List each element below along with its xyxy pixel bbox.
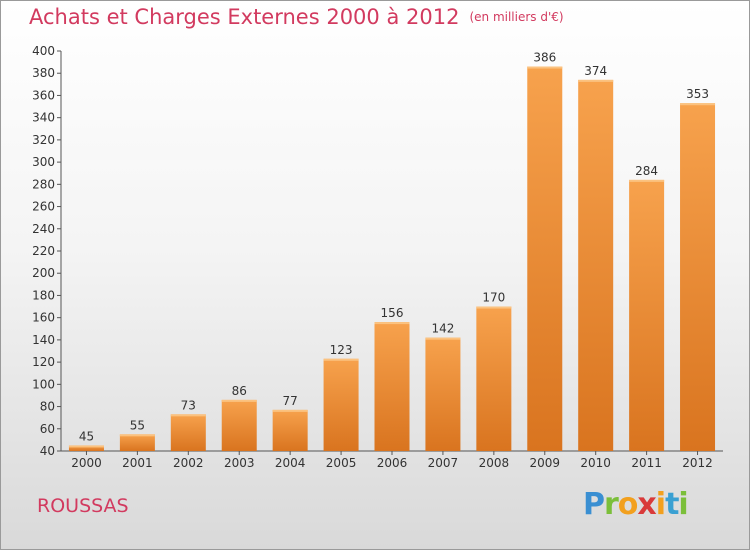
- bar-top-edge: [374, 322, 410, 325]
- y-tick-label: 100: [32, 377, 55, 391]
- y-tick-label: 60: [40, 422, 55, 436]
- x-tick-label-2002: 2002: [173, 456, 204, 470]
- bar-top-edge: [119, 434, 155, 437]
- data-label-2002: 73: [181, 398, 196, 412]
- bar-2001: [119, 434, 155, 451]
- bar-2004: [272, 409, 308, 451]
- bar-2012: [680, 103, 716, 451]
- chart-title: Achats et Charges Externes 2000 à 2012 (e…: [29, 5, 564, 29]
- x-tick-label-2008: 2008: [479, 456, 510, 470]
- bar-2002: [170, 414, 206, 451]
- data-label-2007: 142: [431, 322, 454, 336]
- x-tick-label-2004: 2004: [275, 456, 306, 470]
- x-tick-label-2005: 2005: [326, 456, 357, 470]
- bar-top-edge: [578, 79, 614, 82]
- bars: 45 55 73 86 77 123 156 142 170 386 374 284 353: [68, 51, 716, 452]
- bar-2007: [425, 337, 461, 451]
- y-tick-label: 220: [32, 244, 55, 258]
- bar-top-edge: [425, 337, 461, 340]
- y-tick-label: 380: [32, 66, 55, 80]
- bar-top-edge: [272, 409, 308, 412]
- y-tick-label: 160: [32, 311, 55, 325]
- data-label-2001: 55: [130, 418, 145, 432]
- data-label-2008: 170: [482, 291, 505, 305]
- x-tick-label-2000: 2000: [71, 456, 102, 470]
- x-tick-label-2006: 2006: [377, 456, 408, 470]
- data-label-2006: 156: [381, 306, 404, 320]
- bar-top-edge: [476, 306, 512, 309]
- x-tick-label-2001: 2001: [122, 456, 153, 470]
- x-tick-label-2010: 2010: [580, 456, 611, 470]
- y-tick-label: 80: [40, 400, 55, 414]
- bar-top-edge: [68, 445, 104, 448]
- bar-2005: [323, 358, 359, 451]
- x-tick-label-2003: 2003: [224, 456, 255, 470]
- bar-2003: [221, 399, 257, 451]
- data-label-2005: 123: [330, 343, 353, 357]
- axes: 40 60 80 100 120 140 160 180 200 220 240 260 280 300 3…: [32, 44, 723, 470]
- x-tick-label-2011: 2011: [631, 456, 662, 470]
- bar-top-edge: [527, 66, 563, 69]
- chart-unit: (en milliers d'€): [469, 10, 564, 24]
- y-tick-label: 180: [32, 288, 55, 302]
- data-label-2011: 284: [635, 164, 658, 178]
- proxiti-logo[interactable]: Proxiti: [583, 487, 689, 522]
- y-tick-label: 140: [32, 333, 55, 347]
- y-tick-label: 200: [32, 266, 55, 280]
- y-tick-label: 360: [32, 88, 55, 102]
- y-tick-label: 400: [32, 44, 55, 58]
- data-label-2000: 45: [79, 429, 94, 443]
- y-tick-label: 280: [32, 177, 55, 191]
- chart-title-text: Achats et Charges Externes 2000 à 2012: [29, 5, 460, 29]
- y-tick-label: 340: [32, 111, 55, 125]
- y-tick-label: 240: [32, 222, 55, 236]
- data-label-2003: 86: [232, 384, 247, 398]
- bar-top-edge: [323, 358, 359, 361]
- bar-top-edge: [680, 103, 716, 106]
- bar-2000: [68, 445, 104, 451]
- commune-name: ROUSSAS: [37, 495, 129, 517]
- bar-top-edge: [221, 399, 257, 402]
- y-tick-label: 300: [32, 155, 55, 169]
- x-tick-label-2012: 2012: [682, 456, 713, 470]
- y-tick-label: 40: [40, 444, 55, 458]
- data-label-2012: 353: [686, 87, 709, 101]
- bar-2006: [374, 322, 410, 451]
- x-tick-label-2009: 2009: [529, 456, 560, 470]
- data-label-2009: 386: [533, 51, 556, 65]
- bar-top-edge: [629, 179, 665, 182]
- x-tick-label-2007: 2007: [428, 456, 459, 470]
- bar-2008: [476, 306, 512, 451]
- data-label-2010: 374: [584, 64, 607, 78]
- y-tick-label: 260: [32, 200, 55, 214]
- bar-2011: [629, 179, 665, 451]
- bar-2010: [578, 79, 614, 451]
- bar-2009: [527, 66, 563, 452]
- data-label-2004: 77: [283, 394, 298, 408]
- y-tick-label: 120: [32, 355, 55, 369]
- y-tick-label: 320: [32, 133, 55, 147]
- bar-top-edge: [170, 414, 206, 417]
